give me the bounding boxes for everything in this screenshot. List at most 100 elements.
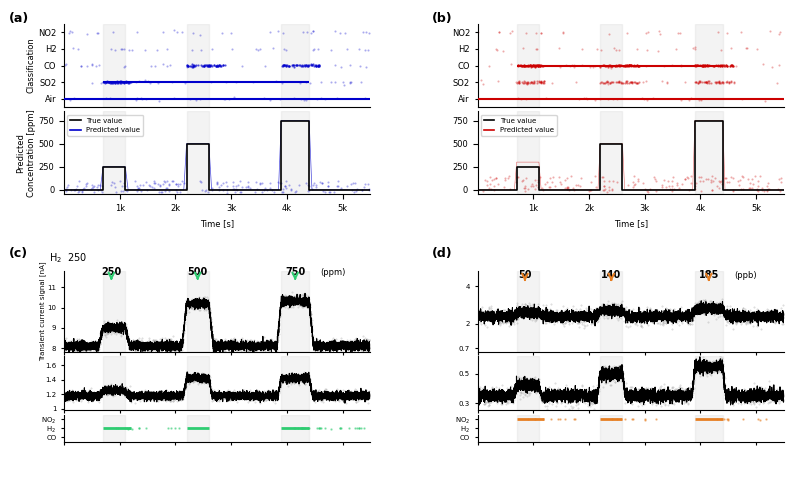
Point xyxy=(655,320,668,327)
Point xyxy=(492,310,505,318)
Point xyxy=(624,78,637,86)
Point xyxy=(98,384,110,391)
Point xyxy=(183,372,196,380)
Point xyxy=(572,391,585,398)
Point xyxy=(304,79,317,87)
Point xyxy=(222,343,234,351)
Point xyxy=(97,385,110,393)
Point xyxy=(760,389,773,396)
Point xyxy=(661,392,674,400)
Point xyxy=(519,305,532,312)
Point xyxy=(630,313,643,321)
Point xyxy=(630,309,642,317)
Point xyxy=(159,393,172,400)
Point xyxy=(353,395,366,402)
Point xyxy=(227,390,240,397)
Point xyxy=(186,378,199,386)
Point xyxy=(106,178,118,186)
Point xyxy=(362,341,374,349)
Point xyxy=(534,395,547,403)
Point xyxy=(486,315,499,323)
Point xyxy=(707,363,720,371)
Point xyxy=(338,396,351,404)
Point xyxy=(751,392,764,399)
Point xyxy=(118,323,131,330)
Point xyxy=(526,384,538,391)
Point xyxy=(686,308,698,316)
Point xyxy=(692,61,705,69)
Point xyxy=(630,317,643,324)
Point xyxy=(330,335,342,343)
Point xyxy=(261,395,274,403)
Point xyxy=(615,371,628,378)
Point xyxy=(533,62,546,70)
Point xyxy=(157,180,170,188)
Point xyxy=(344,393,357,401)
Point xyxy=(715,303,728,311)
Point xyxy=(229,340,242,348)
Point xyxy=(698,78,711,86)
Point xyxy=(283,374,296,382)
Point xyxy=(106,384,118,391)
Point xyxy=(168,337,181,345)
Point xyxy=(617,384,630,392)
Point xyxy=(530,77,543,84)
Point xyxy=(481,386,494,394)
Point xyxy=(527,384,540,391)
Point xyxy=(660,388,673,396)
Point xyxy=(503,394,516,402)
Point xyxy=(479,392,492,399)
Point xyxy=(582,387,595,395)
Point xyxy=(328,397,341,405)
Point xyxy=(157,343,170,350)
Point xyxy=(777,314,790,322)
Point xyxy=(695,363,708,371)
Point xyxy=(109,46,122,53)
Point xyxy=(580,95,593,102)
Point xyxy=(336,396,349,403)
Point xyxy=(681,174,694,181)
Point xyxy=(592,310,605,317)
Point xyxy=(670,310,682,317)
Point xyxy=(770,388,782,396)
Point xyxy=(682,313,694,321)
Point xyxy=(503,29,516,37)
Point xyxy=(546,390,558,398)
Point xyxy=(504,383,517,390)
Point xyxy=(718,310,731,318)
Point xyxy=(259,337,272,345)
Point xyxy=(198,297,210,305)
Point xyxy=(67,343,80,350)
Point xyxy=(750,394,763,402)
Point xyxy=(675,96,688,104)
Point xyxy=(544,183,557,191)
Point xyxy=(72,391,85,399)
Point xyxy=(148,177,161,185)
Point xyxy=(147,344,160,351)
Point xyxy=(750,391,763,399)
Point xyxy=(683,319,696,326)
Point xyxy=(329,78,342,86)
Point xyxy=(639,77,652,84)
Point xyxy=(268,391,281,399)
Point xyxy=(301,377,314,385)
Point xyxy=(604,61,617,69)
Point xyxy=(83,393,96,400)
Point xyxy=(719,321,732,329)
Point xyxy=(262,392,275,399)
Point xyxy=(531,385,544,393)
Point xyxy=(85,340,98,348)
Point xyxy=(364,342,377,349)
Point xyxy=(133,396,146,403)
Point xyxy=(271,386,284,394)
Point xyxy=(538,77,551,85)
Point xyxy=(626,78,639,86)
Point xyxy=(268,388,281,396)
Point xyxy=(685,172,698,180)
Point xyxy=(605,367,618,375)
Point xyxy=(733,181,746,189)
Point xyxy=(314,424,326,432)
Point xyxy=(551,313,564,321)
Point xyxy=(172,182,185,190)
Point xyxy=(107,320,120,328)
